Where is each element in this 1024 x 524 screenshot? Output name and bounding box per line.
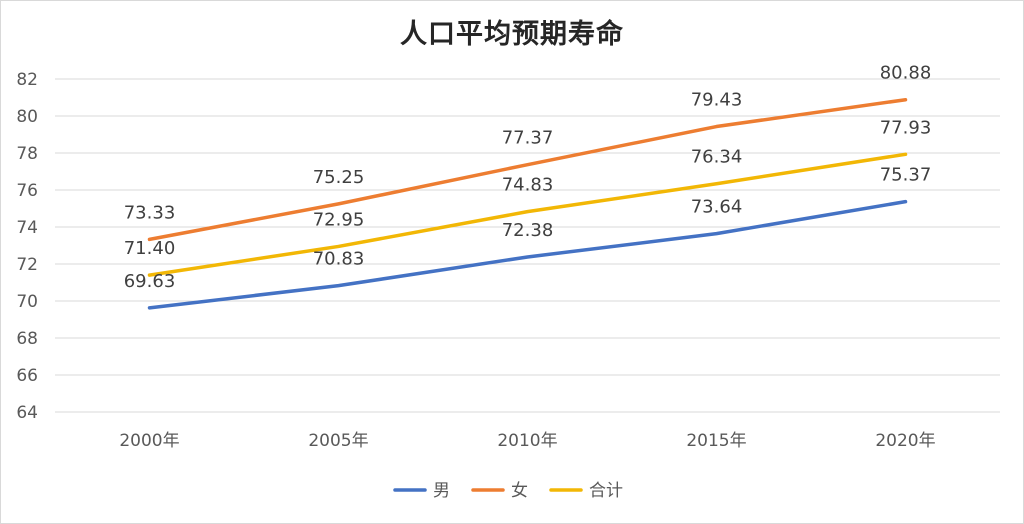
y-tick-label: 70 — [16, 292, 38, 312]
y-tick-label: 74 — [16, 218, 38, 238]
y-axis: 64 66 68 70 72 74 76 78 80 82 — [16, 70, 38, 423]
x-tick-label: 2020年 — [875, 431, 935, 451]
series-line — [147, 97, 908, 242]
data-labels: 69.63 70.83 72.38 73.64 75.37 73.33 75.25 77.37… — [124, 63, 932, 292]
x-tick-label: 2005年 — [308, 431, 368, 451]
y-tick-label: 78 — [16, 144, 38, 164]
data-label: 70.83 — [313, 249, 365, 270]
y-tick-label: 76 — [16, 181, 38, 201]
x-axis: 2000年 2005年 2010年 2015年 2020年 — [119, 431, 935, 451]
y-tick-label: 68 — [16, 329, 38, 349]
data-label: 79.43 — [691, 90, 743, 111]
data-label: 73.64 — [691, 197, 743, 218]
data-label: 72.95 — [313, 209, 365, 230]
data-label: 80.88 — [880, 63, 932, 84]
data-label: 75.37 — [880, 165, 932, 186]
data-label: 74.83 — [502, 175, 554, 196]
y-tick-label: 66 — [16, 366, 38, 386]
y-tick-label: 82 — [16, 70, 38, 90]
data-label: 71.40 — [124, 238, 176, 259]
y-tick-label: 80 — [16, 107, 38, 127]
y-tick-label: 64 — [16, 403, 38, 423]
legend-item: 合计 — [549, 481, 623, 501]
x-tick-label: 2000年 — [119, 431, 179, 451]
data-label: 77.37 — [502, 128, 554, 149]
data-label: 77.93 — [880, 117, 932, 138]
series-line — [147, 199, 908, 310]
data-label: 72.38 — [502, 220, 554, 241]
series-lines — [147, 97, 908, 310]
series-line — [147, 152, 908, 277]
data-label: 76.34 — [691, 147, 743, 168]
legend-item: 男 — [393, 481, 450, 501]
legend-item: 女 — [471, 481, 528, 501]
data-label: 69.63 — [124, 271, 176, 292]
chart-title: 人口平均预期寿命 — [400, 19, 624, 50]
data-label: 73.33 — [124, 202, 176, 223]
y-tick-label: 72 — [16, 255, 38, 275]
data-label: 75.25 — [313, 167, 365, 188]
x-tick-label: 2010年 — [497, 431, 557, 451]
legend-label: 合计 — [589, 481, 623, 501]
legend: 男 女 合计 — [393, 481, 623, 501]
legend-label: 男 — [433, 481, 450, 501]
legend-label: 女 — [511, 481, 528, 501]
x-tick-label: 2015年 — [686, 431, 746, 451]
